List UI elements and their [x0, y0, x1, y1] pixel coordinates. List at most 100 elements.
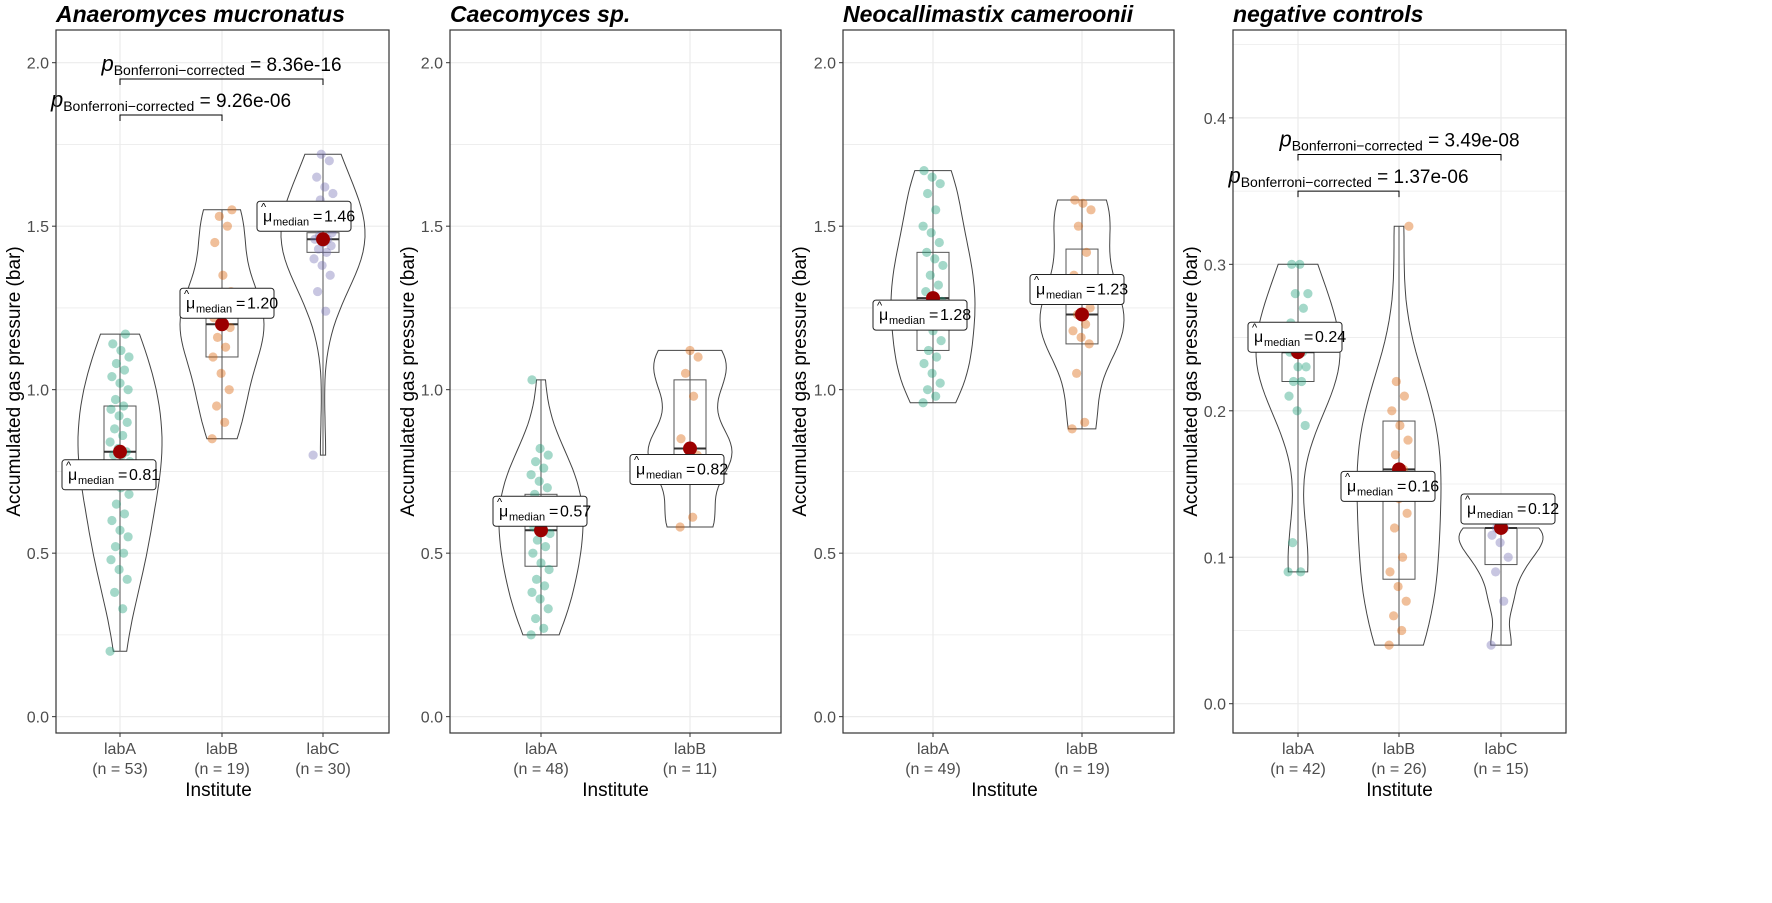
hat-symbol: ^: [66, 460, 72, 472]
panel-4: 0.0 0.1 0.2 0.3 0.4 negative controls Accumula…: [1181, 1, 1567, 801]
data-point: [1499, 596, 1509, 606]
p-subscript: Bonferroni−corrected: [1241, 174, 1372, 190]
y-axis-title: Accumulated gas pressure (bar): [1181, 246, 1202, 516]
data-point: [1292, 406, 1302, 416]
significance-bracket: pBonferroni−corrected = 9.26e-06: [50, 87, 291, 122]
hat-symbol: ^: [1465, 494, 1471, 506]
y-tick-label: 0.5: [27, 546, 49, 563]
x-tick-label: labA: [525, 741, 557, 758]
data-point: [1491, 567, 1501, 577]
data-point: [116, 345, 126, 356]
violin: [1039, 199, 1125, 430]
x-axis-title: Institute: [971, 780, 1038, 801]
panel-title: negative controls: [1233, 1, 1423, 27]
median-label-box: [61, 459, 157, 491]
hat-symbol: ^: [1252, 322, 1258, 334]
data-point: [925, 270, 935, 280]
data-point: [106, 404, 116, 414]
data-point: [1067, 424, 1077, 434]
y-tick-label: 0.0: [27, 710, 49, 727]
equals-sign: =: [549, 503, 558, 520]
data-point: [1397, 625, 1407, 636]
data-point: [114, 564, 124, 575]
x-tick-label: labA: [104, 741, 136, 758]
bracket-line: [1297, 153, 1502, 161]
x-tick-label: labB: [1383, 741, 1415, 758]
median-annotation: μ^ median = 0.82: [629, 454, 728, 486]
data-point: [1390, 450, 1400, 460]
p-symbol: p: [1227, 163, 1240, 188]
bracket-label: pBonferroni−corrected = 3.49e-08: [1278, 126, 1519, 153]
median-value: 1.20: [247, 295, 278, 312]
data-point: [932, 352, 942, 362]
data-point: [1298, 303, 1308, 313]
data-point: [111, 358, 121, 369]
violin: [498, 379, 584, 636]
data-point: [536, 558, 546, 568]
data-point: [935, 378, 945, 388]
data-point: [1401, 596, 1411, 606]
panel-title: Neocallimastix cameroonii: [843, 1, 1134, 27]
y-tick-label: 2.0: [421, 56, 443, 73]
data-point: [1393, 581, 1403, 592]
data-point: [111, 499, 121, 509]
data-point: [321, 306, 331, 316]
data-point: [935, 179, 945, 189]
group-labA: μ^ median = 1.28: [872, 166, 976, 408]
data-point: [1297, 376, 1307, 387]
y-tick-label: 0.5: [814, 546, 836, 563]
y-axis-title: Accumulated gas pressure (bar): [4, 246, 25, 516]
median-subscript: median: [889, 315, 925, 327]
data-point: [114, 411, 124, 421]
median-label-box: [1460, 493, 1556, 525]
data-point: [922, 247, 932, 257]
data-point: [119, 401, 129, 411]
median-subscript: median: [1357, 486, 1393, 498]
data-point: [919, 166, 929, 176]
data-point: [1283, 567, 1293, 577]
violin: [1458, 527, 1544, 646]
data-point: [693, 352, 703, 362]
data-point: [108, 339, 118, 349]
panel-background: [843, 30, 1174, 733]
data-point: [930, 254, 940, 264]
median-value: 0.82: [697, 462, 728, 479]
data-point: [539, 463, 549, 473]
y-axis-title: Accumulated gas pressure (bar): [398, 246, 419, 516]
bracket-label: pBonferroni−corrected = 1.37e-06: [1227, 163, 1468, 190]
data-point: [224, 385, 234, 395]
equals-sign: =: [1397, 478, 1406, 495]
violin: [1356, 225, 1442, 646]
data-point: [535, 594, 545, 604]
data-point: [1487, 530, 1497, 540]
data-point: [123, 385, 133, 395]
y-tick-label: 0.0: [1204, 697, 1226, 714]
panel-1: 0.0 0.5 1.0 1.5 2.0 Anaeromyces mucronatus Acc…: [4, 1, 390, 801]
data-point: [1078, 198, 1088, 208]
median-symbol: μ: [636, 462, 645, 479]
p-equals: =: [194, 91, 216, 112]
data-point: [1284, 391, 1294, 401]
median-annotation: μ^ median = 0.81: [61, 459, 160, 491]
data-point: [543, 450, 553, 460]
median-annotation: μ^ median = 1.20: [179, 287, 278, 319]
median-subscript: median: [1264, 337, 1300, 349]
violin: [179, 209, 265, 440]
data-point: [933, 280, 944, 290]
median-value: 1.28: [940, 307, 971, 324]
y-tick-label: 2.0: [27, 56, 49, 73]
x-tick-n-label: (n = 49): [905, 761, 961, 778]
data-point: [1385, 567, 1395, 577]
hat-symbol: ^: [1345, 471, 1351, 483]
x-tick-label: labA: [1282, 741, 1314, 758]
panel-3: 0.0 0.5 1.0 1.5 2.0 Neocallimastix cameroonii…: [790, 1, 1175, 801]
equals-sign: =: [236, 295, 245, 312]
data-point: [689, 391, 699, 401]
data-point: [926, 228, 936, 238]
group-labB: μ^ median = 0.16: [1340, 221, 1442, 650]
data-point: [1398, 552, 1408, 562]
data-point: [312, 172, 322, 182]
data-point: [115, 378, 125, 388]
equals-sign: =: [1517, 501, 1526, 518]
y-tick-label: 1.5: [27, 219, 49, 236]
